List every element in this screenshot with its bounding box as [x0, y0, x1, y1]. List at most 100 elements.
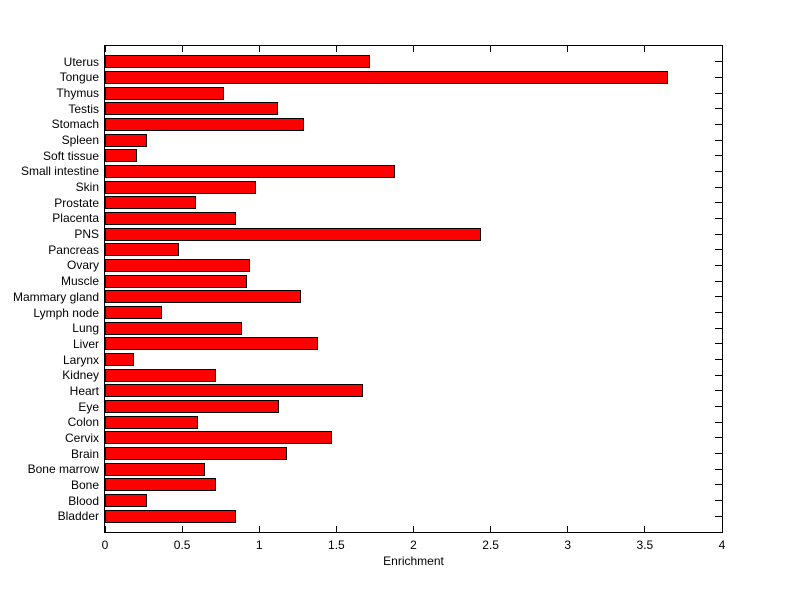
category-label: Lung [72, 321, 99, 336]
y-tick-right [715, 264, 722, 266]
category-label: Small intestine [20, 164, 99, 179]
bar [105, 400, 279, 414]
category-label: Muscle [60, 274, 99, 289]
category-label: Liver [72, 336, 99, 351]
category-label: Blood [68, 493, 99, 508]
bar [105, 180, 256, 194]
x-axis-label: Enrichment [383, 554, 444, 568]
x-tick-label: 1.5 [328, 538, 345, 552]
y-tick-right [715, 406, 722, 408]
y-tick-right [715, 343, 722, 345]
x-tick-label: 3.5 [636, 538, 654, 552]
x-tick-label: 4 [718, 538, 726, 552]
bar [105, 133, 147, 147]
bar [105, 384, 363, 398]
bar [105, 447, 287, 461]
x-tick-bottom [567, 526, 569, 532]
bar [105, 196, 196, 210]
bar [105, 353, 134, 367]
bar [105, 274, 247, 288]
category-label: Larynx [62, 352, 99, 367]
x-tick-bottom [644, 526, 646, 532]
bar [105, 290, 301, 304]
category-label: Brain [70, 446, 99, 461]
y-tick-right [715, 453, 722, 455]
x-tick-label: 1 [255, 538, 263, 552]
x-tick-bottom [413, 526, 414, 532]
y-tick-right [715, 327, 722, 329]
x-tick-label: 0.5 [173, 538, 191, 552]
y-tick-right [715, 421, 722, 423]
y-tick-right [715, 390, 722, 392]
y-tick-right [715, 359, 722, 361]
x-tick-top [335, 46, 337, 52]
x-tick-top [721, 46, 723, 52]
bar [105, 258, 250, 272]
bar [105, 462, 205, 476]
y-tick-right [715, 202, 722, 204]
category-label: Mammary gland [12, 289, 99, 304]
y-tick-right [715, 374, 722, 376]
x-tick-top [413, 46, 414, 52]
x-tick-top [567, 46, 569, 52]
x-tick-bottom [490, 526, 492, 532]
x-tick-top [490, 46, 492, 52]
bar [105, 431, 332, 445]
bar [105, 117, 304, 131]
y-tick-right [715, 233, 722, 235]
x-tick-bottom [721, 526, 723, 532]
category-label: Kidney [62, 368, 99, 383]
category-label: Spleen [61, 133, 99, 148]
category-label: Stomach [51, 117, 99, 132]
y-tick-right [715, 61, 722, 63]
category-label: Uterus [63, 54, 99, 69]
x-tick-top [644, 46, 646, 52]
bar [105, 86, 224, 100]
x-tick-bottom [181, 526, 183, 532]
bar [105, 102, 278, 116]
y-tick-right [715, 312, 722, 314]
x-tick-label: 2.5 [482, 538, 499, 552]
category-label: Testis [68, 101, 99, 116]
category-label: Cervix [64, 430, 99, 445]
category-label: Bladder [57, 509, 99, 524]
category-label: Ovary [66, 258, 99, 273]
bar [105, 70, 668, 84]
category-label: Heart [69, 383, 99, 398]
x-tick-top [104, 46, 106, 52]
y-tick-right [715, 76, 722, 78]
bar [105, 368, 216, 382]
category-label: Lymph node [33, 305, 99, 320]
x-tick-bottom [104, 526, 106, 532]
x-tick-label: 2 [410, 538, 417, 552]
category-label: Tongue [59, 70, 99, 85]
y-tick-right [715, 123, 722, 125]
category-label: Bone [70, 477, 99, 492]
category-label: Placenta [52, 211, 99, 226]
bar [105, 149, 137, 163]
category-label: Pancreas [48, 242, 99, 257]
x-tick-bottom [335, 526, 337, 532]
bar [105, 415, 198, 429]
category-label: Colon [67, 415, 99, 430]
y-tick-right [715, 280, 722, 282]
y-tick-right [715, 437, 722, 439]
category-label: Soft tissue [42, 148, 99, 163]
bar [105, 243, 179, 257]
category-label: Prostate [54, 195, 99, 210]
category-label: Skin [75, 180, 99, 195]
y-tick-right [715, 186, 722, 188]
x-tick-label: 0 [101, 538, 109, 552]
x-tick-top [181, 46, 183, 52]
x-tick-top [258, 46, 260, 52]
bar [105, 306, 162, 320]
bar [105, 55, 370, 69]
bar [105, 227, 481, 241]
y-tick-right [715, 139, 722, 141]
bar [105, 478, 216, 492]
x-tick-bottom [258, 526, 260, 532]
y-tick-right [715, 155, 722, 157]
category-label: Eye [78, 399, 99, 414]
bar [105, 211, 236, 225]
